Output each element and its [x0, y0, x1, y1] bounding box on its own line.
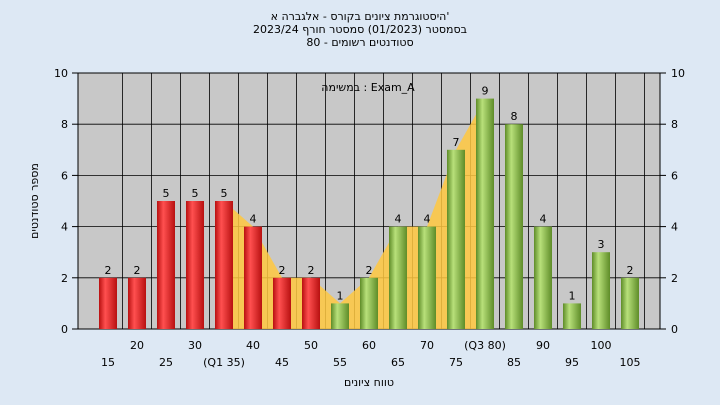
y-tick-label-left: 10 — [54, 67, 68, 80]
bar-85 — [505, 124, 523, 329]
x-tick-label: 65 — [391, 356, 405, 369]
x-tick-label: 45 — [275, 356, 289, 369]
value-label-50: 2 — [308, 264, 315, 277]
value-label-70: 4 — [424, 213, 431, 226]
chart-title-line-3: 80 - סטודנטים רשומים — [306, 36, 413, 49]
bar-20 — [128, 277, 146, 329]
y-tick-label-right: 8 — [671, 118, 678, 131]
value-label-55: 1 — [337, 289, 344, 302]
bars — [99, 98, 639, 329]
x-tick-label: 90 — [536, 339, 550, 352]
y-tick-label-left: 4 — [61, 221, 68, 234]
y-tick-label-right: 6 — [671, 169, 678, 182]
value-label-60: 2 — [366, 264, 373, 277]
bar-75 — [447, 149, 465, 329]
bar-45 — [273, 277, 291, 329]
x-tick-label: 60 — [362, 339, 376, 352]
bar-50 — [302, 277, 320, 329]
bar-35 — [215, 201, 233, 329]
value-label-80: 9 — [482, 85, 489, 98]
y-tick-label-right: 0 — [671, 323, 678, 336]
value-label-25: 5 — [163, 187, 170, 200]
value-label-100: 3 — [598, 238, 605, 251]
x-tick-label: 100 — [591, 339, 612, 352]
bar-90 — [534, 226, 552, 329]
y-tick-label-right: 2 — [671, 272, 678, 285]
y-tick-label-left: 2 — [61, 272, 68, 285]
x-tick-label: 55 — [333, 356, 347, 369]
chart-title-line-1: היסטוגרמת ציונים בקורס - אלגברה א' — [271, 10, 450, 23]
bar-55 — [331, 303, 349, 329]
x-tick-label: 50 — [304, 339, 318, 352]
x-tick-label: 85 — [507, 356, 521, 369]
x-axis-title: טווח ציונים — [344, 376, 394, 389]
x-tick-label: 15 — [101, 356, 115, 369]
value-label-35: 5 — [221, 187, 228, 200]
y-tick-label-left: 8 — [61, 118, 68, 131]
bar-15 — [99, 277, 117, 329]
bar-80 — [476, 98, 494, 329]
bar-60 — [360, 277, 378, 329]
y-tick-label-right: 10 — [671, 67, 685, 80]
bar-100 — [592, 252, 610, 329]
y-tick-label-left: 6 — [61, 169, 68, 182]
bar-95 — [563, 303, 581, 329]
value-label-20: 2 — [134, 264, 141, 277]
y-tick-label-right: 4 — [671, 221, 678, 234]
bar-25 — [157, 201, 175, 329]
value-label-105: 2 — [627, 264, 634, 277]
value-label-90: 4 — [540, 213, 547, 226]
y-axis-title: מספר סטודנטים — [28, 163, 41, 239]
x-tick-label: 75 — [449, 356, 463, 369]
bar-30 — [186, 201, 204, 329]
bar-65 — [389, 226, 407, 329]
value-label-65: 4 — [395, 213, 402, 226]
value-labels: 2 2 5 5 5 4 2 2 1 2 4 4 7 9 8 4 1 3 2 — [105, 85, 634, 303]
value-label-30: 5 — [192, 187, 199, 200]
value-label-40: 4 — [250, 213, 257, 226]
x-tick-label: 25 — [159, 356, 173, 369]
value-label-15: 2 — [105, 264, 112, 277]
x-tick-label: (Q1 35) — [203, 356, 245, 369]
bar-105 — [621, 277, 639, 329]
bar-70 — [418, 226, 436, 329]
chart-title-line-2: בסמסטר (01/2023) סמסטר חורף 2023/24 — [253, 23, 467, 36]
x-tick-label: 70 — [420, 339, 434, 352]
value-label-45: 2 — [279, 264, 286, 277]
value-label-75: 7 — [453, 136, 460, 149]
x-tick-label: 40 — [246, 339, 260, 352]
x-tick-label: 30 — [188, 339, 202, 352]
x-tick-label: 95 — [565, 356, 579, 369]
y-tick-label-left: 0 — [61, 323, 68, 336]
x-tick-label: 105 — [620, 356, 641, 369]
value-label-85: 8 — [511, 110, 518, 123]
x-tick-label: 20 — [130, 339, 144, 352]
bar-40 — [244, 226, 262, 329]
value-label-95: 1 — [569, 289, 576, 302]
x-tick-label: (Q3 80) — [464, 339, 506, 352]
exam-annotation: במשימה : Exam_A — [321, 81, 415, 94]
